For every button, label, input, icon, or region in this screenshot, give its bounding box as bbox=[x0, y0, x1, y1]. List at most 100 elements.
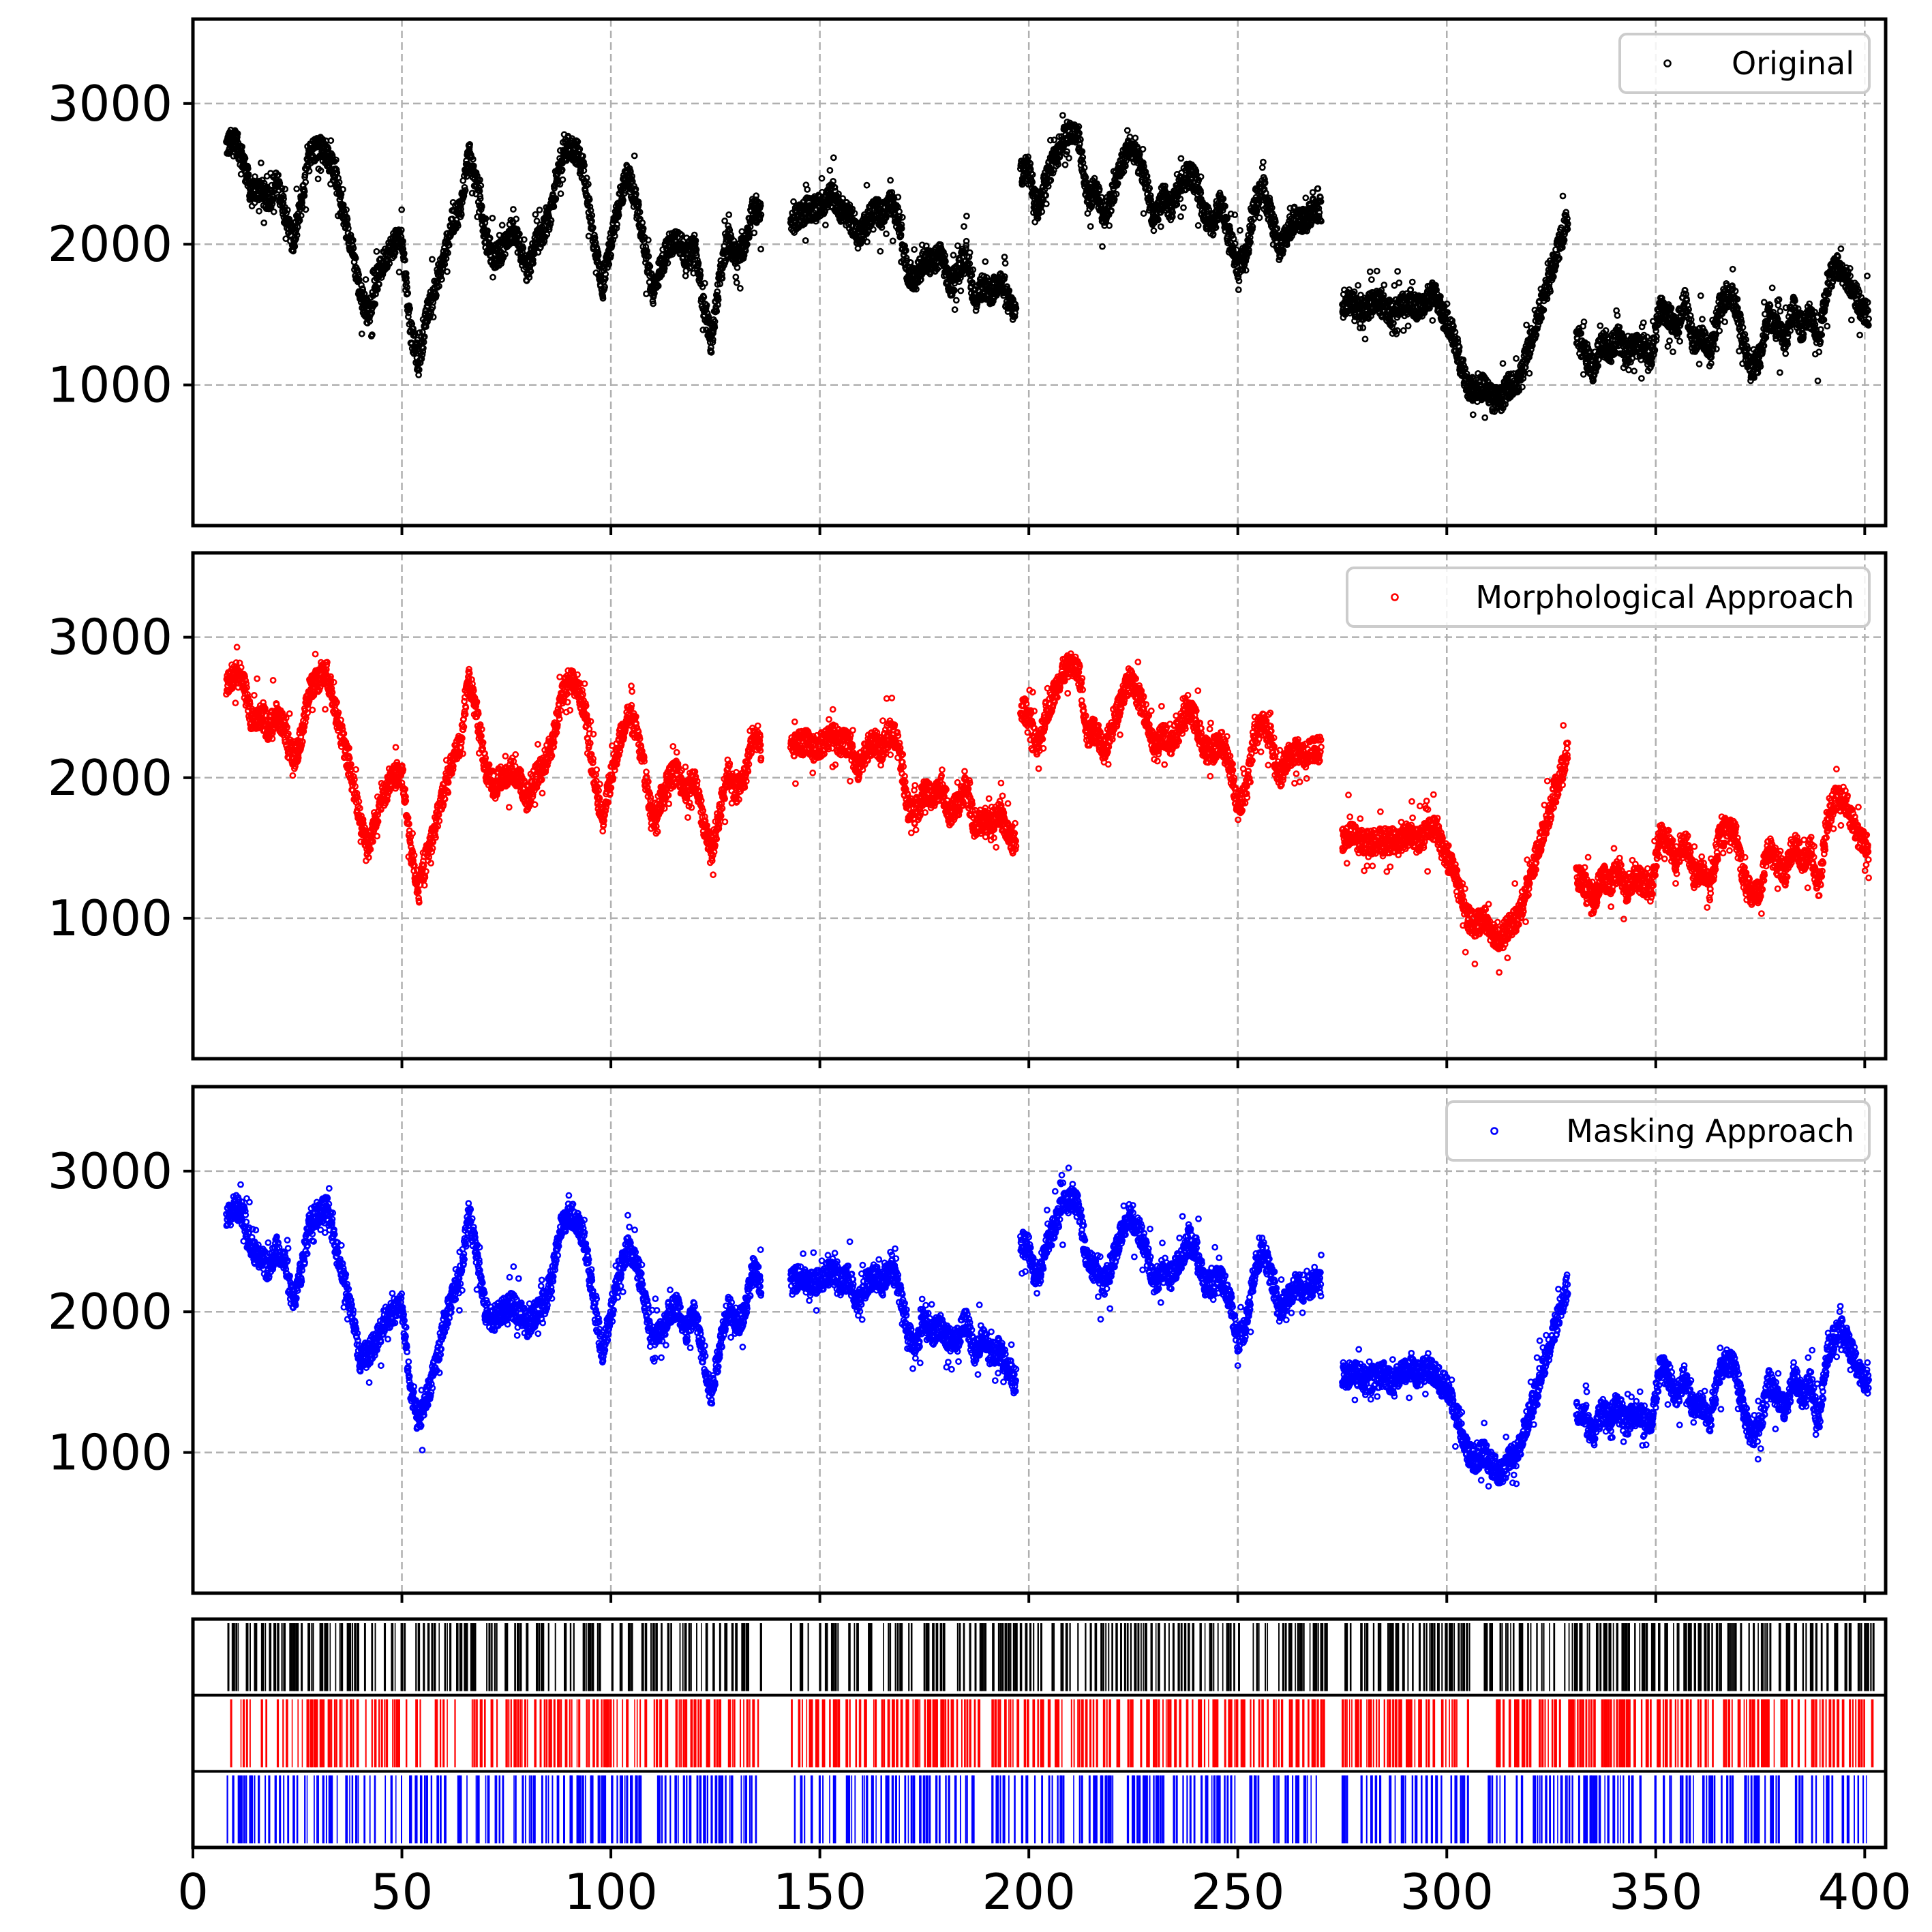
data-point bbox=[343, 206, 350, 213]
data-point bbox=[1258, 164, 1266, 171]
data-point bbox=[302, 179, 310, 185]
data-point bbox=[1235, 277, 1243, 284]
data-point bbox=[957, 287, 965, 295]
data-point bbox=[830, 154, 837, 162]
data-point bbox=[366, 318, 374, 325]
data-point bbox=[349, 237, 357, 244]
data-point bbox=[1231, 211, 1239, 218]
data-point bbox=[1408, 278, 1416, 286]
data-point bbox=[510, 206, 517, 213]
data-point bbox=[301, 171, 309, 179]
data-point bbox=[645, 237, 652, 243]
data-points bbox=[223, 112, 1872, 421]
data-point bbox=[1368, 276, 1375, 283]
data-point bbox=[1260, 158, 1267, 166]
data-point bbox=[1380, 282, 1388, 288]
data-point bbox=[1180, 204, 1187, 211]
data-point bbox=[1194, 222, 1202, 229]
data-point bbox=[404, 290, 412, 297]
data-point bbox=[682, 272, 689, 280]
data-point bbox=[719, 275, 726, 282]
data-point bbox=[734, 264, 741, 271]
data-point bbox=[239, 143, 245, 151]
data-point bbox=[314, 175, 322, 183]
data-point bbox=[830, 177, 836, 185]
data-point bbox=[284, 207, 291, 213]
data-point bbox=[332, 156, 339, 164]
data-point bbox=[350, 245, 357, 252]
data-point bbox=[643, 290, 650, 297]
data-point bbox=[877, 247, 884, 255]
data-point bbox=[1309, 189, 1316, 196]
data-point bbox=[736, 284, 744, 292]
data-point bbox=[602, 271, 609, 277]
data-point bbox=[1469, 411, 1477, 419]
data-point bbox=[291, 243, 299, 250]
data-point bbox=[1177, 195, 1184, 202]
data-point bbox=[333, 166, 340, 173]
data-point bbox=[1373, 267, 1380, 275]
data-point bbox=[355, 276, 363, 284]
data-point bbox=[1394, 268, 1402, 275]
data-point bbox=[278, 185, 286, 192]
data-point bbox=[270, 208, 277, 215]
data-point bbox=[520, 236, 528, 243]
data-point bbox=[1108, 207, 1115, 214]
data-point bbox=[256, 207, 262, 215]
data-point bbox=[376, 281, 382, 288]
data-point bbox=[559, 176, 567, 183]
data-point bbox=[1150, 227, 1158, 235]
data-point bbox=[614, 221, 620, 228]
data-point bbox=[896, 208, 903, 215]
data-point bbox=[864, 238, 871, 245]
data-point bbox=[950, 252, 957, 259]
data-point bbox=[293, 185, 301, 192]
data-point bbox=[420, 344, 427, 352]
data-point bbox=[292, 235, 299, 243]
data-point bbox=[691, 231, 698, 239]
data-point bbox=[233, 134, 241, 141]
data-point bbox=[260, 219, 268, 226]
data-point bbox=[257, 160, 265, 166]
data-point bbox=[489, 273, 496, 281]
data-point bbox=[305, 167, 313, 175]
data-point bbox=[244, 165, 252, 172]
data-point bbox=[1123, 127, 1131, 134]
data-point bbox=[486, 235, 494, 241]
data-point bbox=[612, 232, 618, 239]
data-point bbox=[1237, 226, 1243, 234]
data-point bbox=[344, 215, 351, 223]
data-point bbox=[344, 225, 352, 232]
data-point bbox=[863, 181, 871, 189]
data-point bbox=[818, 175, 826, 182]
data-point bbox=[362, 276, 369, 283]
data-point bbox=[429, 314, 437, 320]
data-point bbox=[1126, 133, 1134, 140]
data-point bbox=[1059, 112, 1066, 119]
data-point bbox=[701, 280, 708, 287]
data-point bbox=[369, 331, 376, 338]
data-point bbox=[1366, 268, 1374, 275]
data-point bbox=[753, 192, 760, 200]
data-point bbox=[1455, 344, 1463, 350]
data-point bbox=[1087, 223, 1094, 230]
data-point bbox=[489, 214, 496, 222]
data-point bbox=[1256, 214, 1263, 222]
data-point bbox=[297, 212, 305, 220]
data-point bbox=[395, 269, 403, 275]
data-point bbox=[327, 137, 335, 145]
data-point bbox=[721, 217, 728, 224]
data-point bbox=[335, 179, 343, 186]
data-point bbox=[1081, 164, 1088, 171]
data-point bbox=[1314, 185, 1322, 192]
data-point bbox=[954, 242, 961, 250]
data-point bbox=[804, 185, 811, 193]
data-point bbox=[1395, 279, 1403, 286]
data-point bbox=[280, 195, 287, 202]
data-point bbox=[907, 259, 914, 267]
data-point bbox=[1051, 136, 1058, 144]
data-point bbox=[513, 215, 520, 223]
data-point bbox=[444, 268, 451, 275]
data-point bbox=[1361, 335, 1369, 343]
